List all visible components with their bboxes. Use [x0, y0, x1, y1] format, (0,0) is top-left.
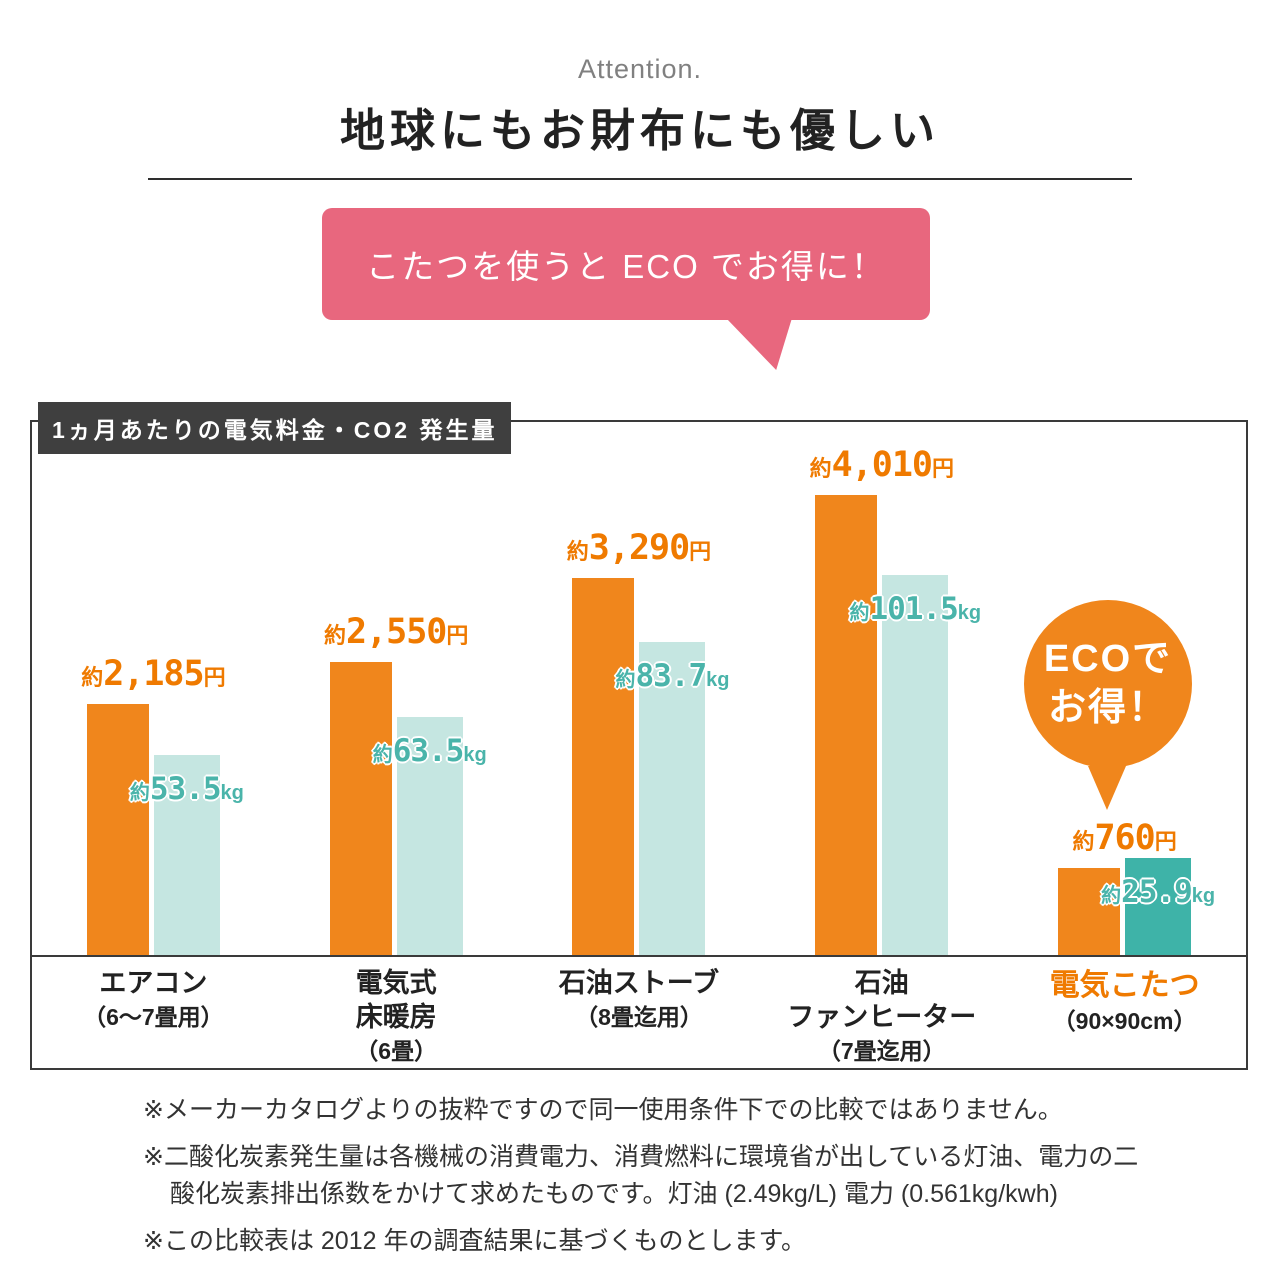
category-label: 石油ストーブ （8畳迄用）	[518, 957, 761, 1070]
value-prefix: 約	[615, 669, 636, 691]
co2-value-label: 約53.5kg	[130, 771, 244, 807]
chart-title-badge: 1ヵ月あたりの電気料金・CO2 発生量	[38, 402, 512, 454]
cost-value-label: 約4,010円	[810, 445, 954, 485]
co2-bar: 約63.5kg	[373, 717, 487, 955]
page-title: 地球にもお財布にも優しい	[339, 105, 940, 156]
bar-group: 約2,185円 約53.5kg	[81, 654, 244, 955]
value-prefix: 約	[129, 782, 150, 804]
eco-badge-line1: ECOで	[1043, 637, 1173, 680]
value-number: 25.9	[1121, 874, 1193, 910]
eco-badge: ECOで お得！	[1024, 600, 1192, 768]
value-number: 2,550	[346, 612, 447, 652]
cost-value-label: 約760円	[1072, 818, 1176, 858]
cost-value-label: 約3,290円	[567, 528, 711, 568]
cost-value-label: 約2,550円	[324, 612, 468, 652]
chart-plot-area: 約2,185円 約53.5kg 約2,550円 約63.5kg 約3,290円 約83.7…	[32, 422, 1246, 957]
value-prefix: 約	[849, 602, 870, 624]
category-label: エアコン （6〜7畳用）	[32, 957, 275, 1070]
cost-bar	[572, 578, 635, 955]
value-prefix: 約	[566, 539, 589, 564]
attention-label: Attention.	[577, 54, 703, 84]
cost-value-label: 約2,185円	[81, 654, 225, 694]
bar-group: 約3,290円 約83.7kg	[567, 528, 729, 955]
chart-column: 約4,010円 約101.5kg	[760, 422, 1003, 955]
chart-column: 約2,185円 約53.5kg	[32, 422, 275, 955]
category-subtitle: （6畳）	[355, 1037, 438, 1064]
value-number: 760	[1094, 818, 1155, 858]
category-subtitle: （7畳迄用）	[817, 1037, 946, 1064]
category-label: 電気こたつ （90×90cm）	[1003, 957, 1246, 1070]
category-name: 石油ストーブ	[558, 968, 720, 998]
value-unit: kg	[1191, 885, 1216, 907]
category-label: 石油 ファンヒーター （7畳迄用）	[760, 957, 1003, 1070]
co2-value-label: 約101.5kg	[849, 591, 981, 627]
footnotes: ※メーカーカタログよりの抜粋ですので同一使用条件下での比較ではありません。 ※二酸…	[143, 1092, 1155, 1269]
value-number: 3,290	[588, 528, 690, 568]
cost-bar	[329, 662, 392, 955]
value-unit: kg	[957, 602, 982, 624]
category-label: 電気式 床暖房 （6畳）	[275, 957, 518, 1070]
bar-group: 約760円 約25.9kg	[1058, 818, 1215, 955]
value-prefix: 約	[81, 665, 104, 690]
chart-category-axis: エアコン （6〜7畳用） 電気式 床暖房 （6畳） 石油ストーブ （8畳迄用） 石油 ファンヒー…	[32, 957, 1246, 1070]
category-subtitle: （8畳迄用）	[575, 1003, 703, 1030]
co2-bar: 約83.7kg	[615, 642, 729, 955]
category-name: ファンヒーター	[787, 1001, 977, 1032]
category-name: 床暖房	[355, 1001, 437, 1032]
eco-badge-line2: お得！	[1047, 687, 1168, 729]
value-unit: 円	[931, 456, 954, 481]
speech-bubble-tail	[726, 318, 792, 370]
value-prefix: 約	[323, 623, 347, 648]
value-number: 4,010	[831, 445, 933, 485]
category-name: 電気こたつ	[1049, 969, 1200, 1002]
value-prefix: 約	[1101, 885, 1122, 907]
footnote: ※メーカーカタログよりの抜粋ですので同一使用条件下での比較ではありません。	[143, 1096, 1063, 1124]
value-number: 83.7	[635, 658, 707, 694]
co2-value-label: 約25.9kg	[1101, 874, 1215, 910]
co2-value-label: 約83.7kg	[615, 658, 729, 694]
co2-bar: 約101.5kg	[849, 575, 981, 955]
footnote: ※二酸化炭素発生量は各機械の消費電力、消費燃料に環境省が出している灯油、電力の二…	[143, 1142, 1139, 1209]
value-unit: kg	[463, 744, 487, 766]
cost-bar	[86, 704, 149, 955]
chart-panel: 1ヵ月あたりの電気料金・CO2 発生量 約2,185円 約53.5kg 約2,550…	[30, 402, 1248, 1070]
eco-badge-tail	[1088, 766, 1126, 810]
chart-column: 約760円 約25.9kg	[1003, 422, 1246, 955]
value-prefix: 約	[372, 744, 393, 766]
speech-bubble: こたつを使うと ECO でお得に！	[322, 208, 930, 320]
bar-group: 約4,010円 約101.5kg	[810, 445, 981, 955]
co2-bar: 約25.9kg	[1101, 858, 1215, 955]
category-name: エアコン	[99, 968, 208, 998]
value-number: 53.5	[149, 771, 222, 807]
value-number: 63.5	[392, 733, 465, 769]
cost-bar	[1058, 868, 1121, 955]
value-unit: 円	[203, 665, 226, 690]
category-name: 電気式	[355, 968, 437, 998]
value-unit: 円	[1154, 829, 1177, 854]
speech-bubble-text: こたつを使うと ECO でお得に！	[366, 248, 886, 285]
chart-column: 約2,550円 約63.5kg	[275, 422, 518, 955]
value-prefix: 約	[809, 456, 832, 481]
cost-bar	[815, 495, 878, 955]
value-prefix: 約	[1072, 829, 1095, 854]
category-name: 石油	[854, 968, 909, 998]
value-number: 101.5	[869, 591, 958, 627]
bar-group: 約2,550円 約63.5kg	[324, 612, 487, 955]
category-subtitle: （6〜7畳用）	[83, 1003, 224, 1030]
value-unit: kg	[706, 669, 730, 691]
value-unit: kg	[220, 782, 244, 804]
chart-column: 約3,290円 約83.7kg	[518, 422, 761, 955]
title-underline	[148, 178, 1132, 180]
co2-value-label: 約63.5kg	[373, 733, 487, 769]
value-number: 2,185	[103, 654, 204, 694]
co2-bar: 約53.5kg	[130, 755, 244, 955]
value-unit: 円	[446, 623, 469, 648]
category-subtitle: （90×90cm）	[1052, 1007, 1197, 1034]
footnote: ※この比較表は 2012 年の調査結果に基づくものとします。	[143, 1226, 806, 1255]
value-unit: 円	[689, 539, 712, 564]
